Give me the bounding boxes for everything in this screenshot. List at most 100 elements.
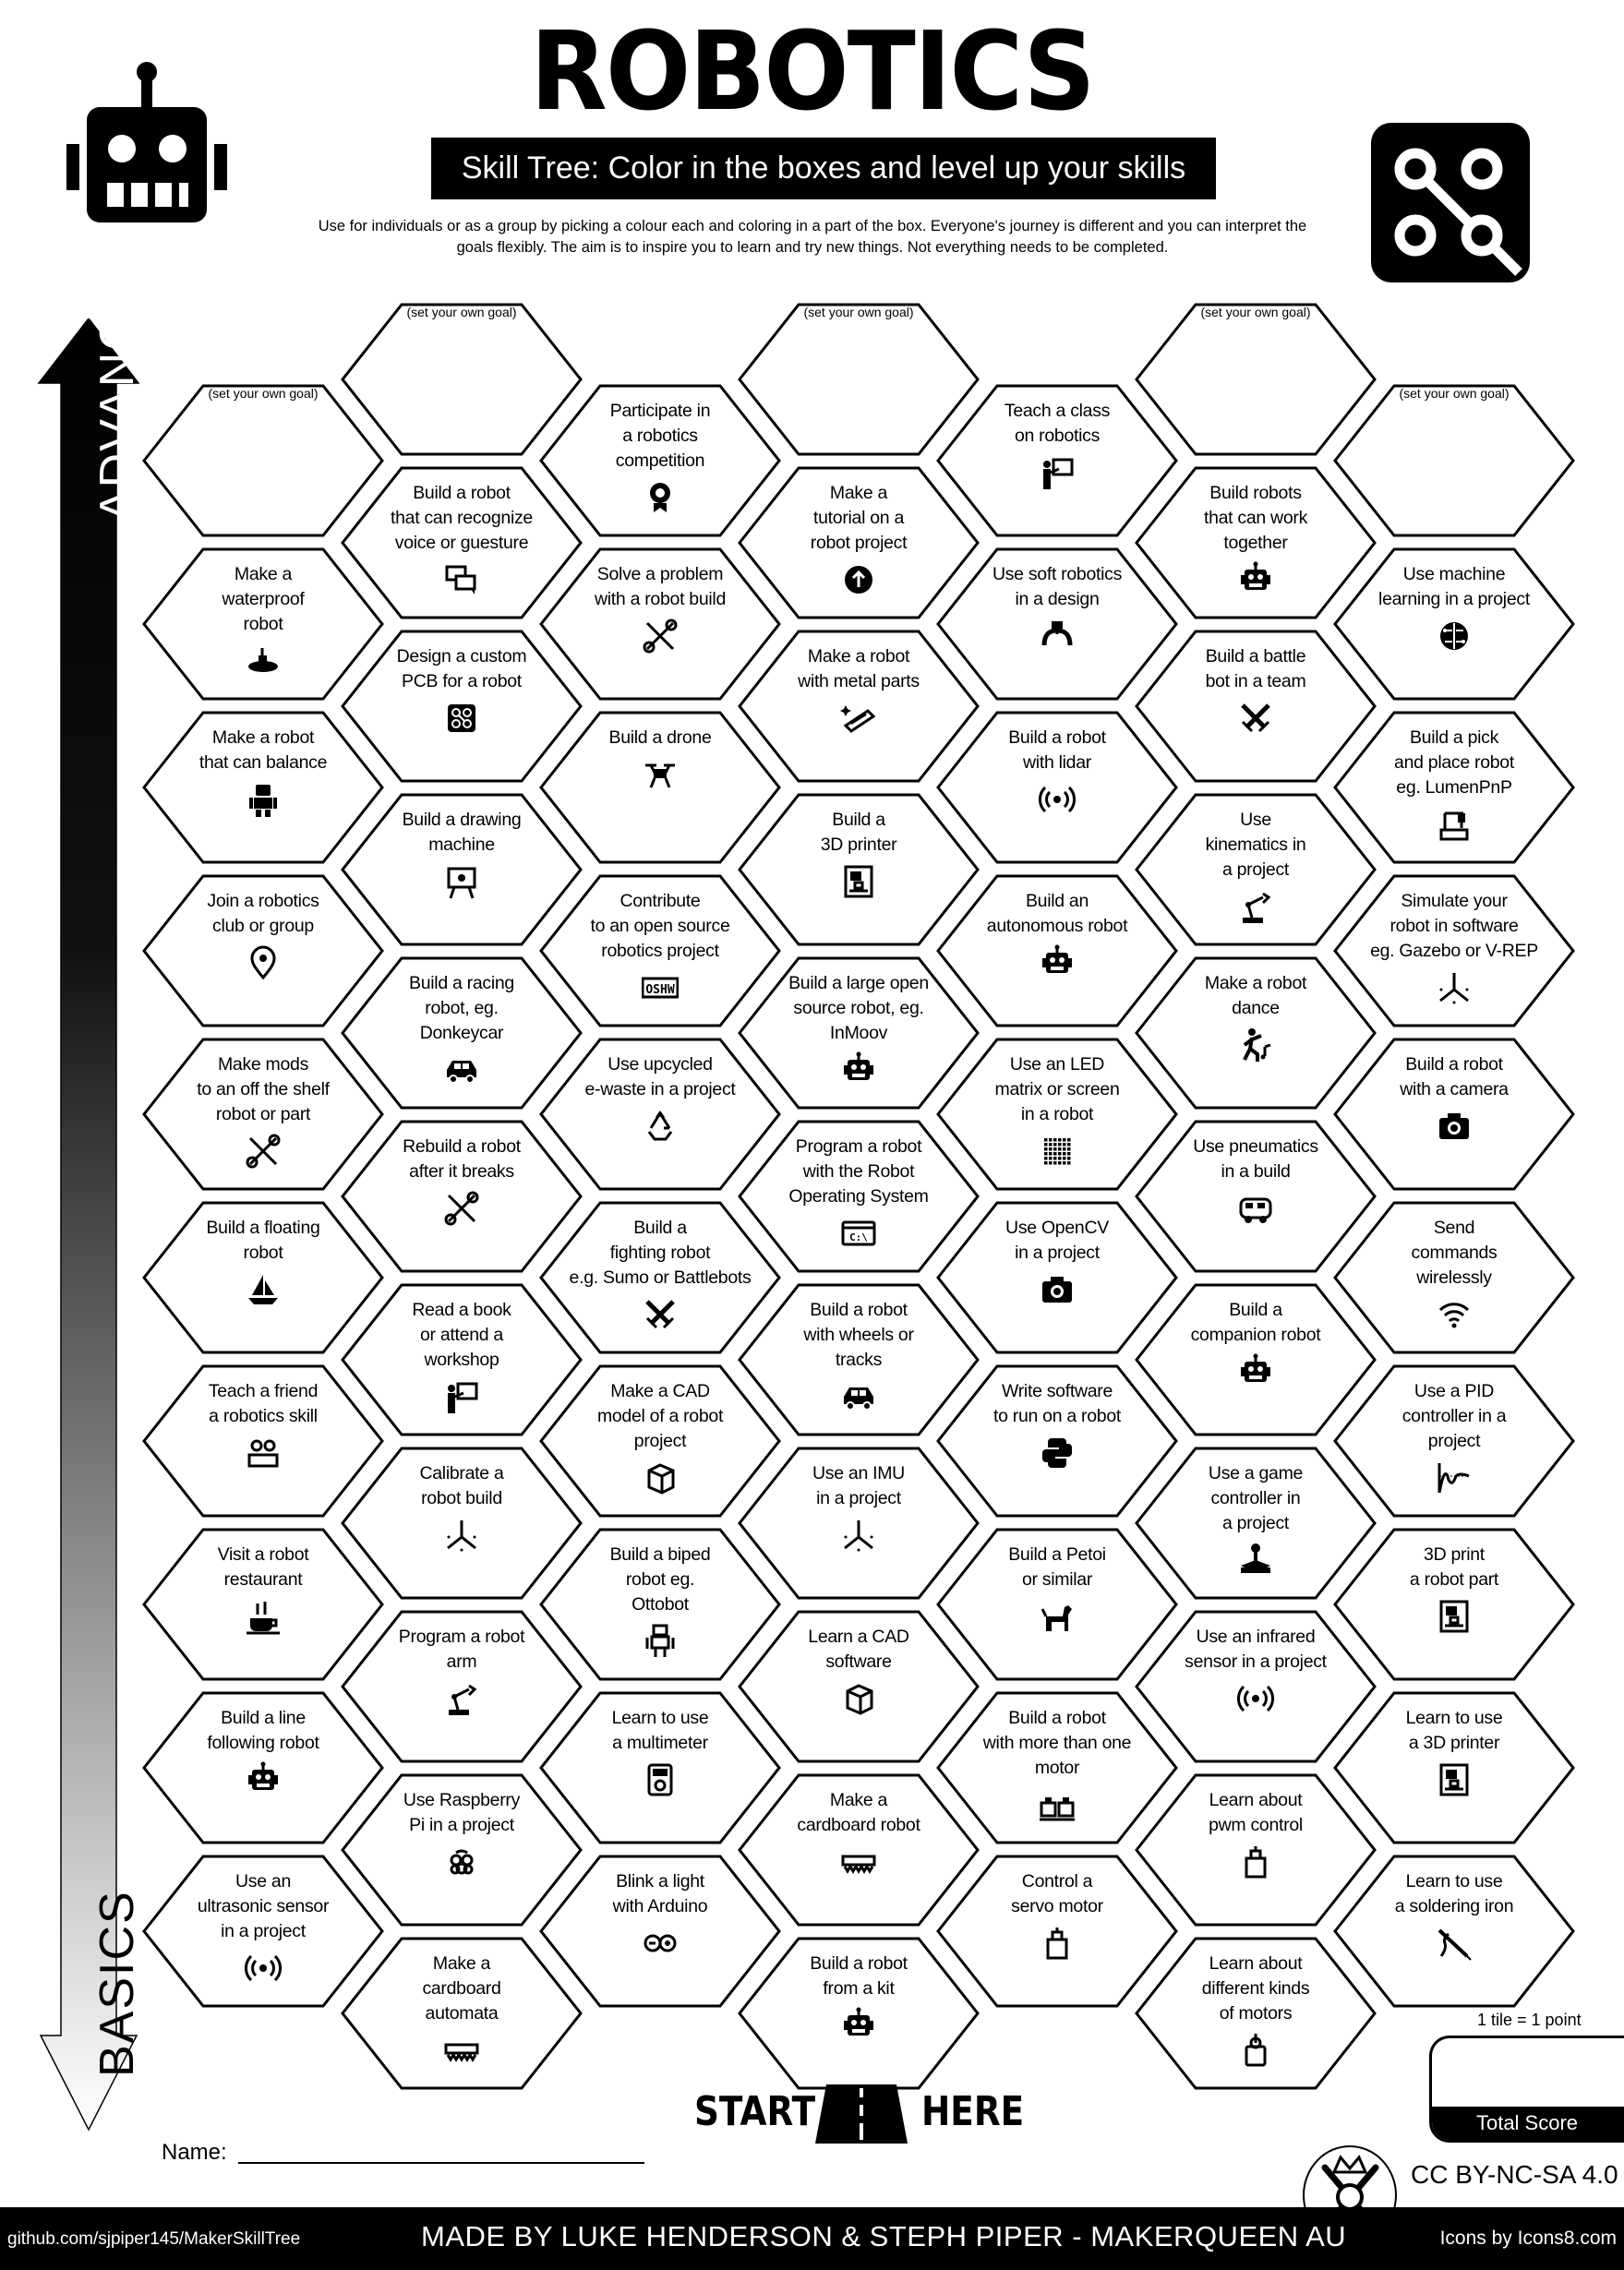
- skill-tile[interactable]: Send commands wirelessly: [1333, 1201, 1575, 1354]
- skill-tile[interactable]: Build a companion robot: [1135, 1283, 1377, 1436]
- recycle-icon: [647, 1111, 673, 1141]
- custom-goal-tile[interactable]: (set your own goal): [142, 384, 384, 537]
- skill-tile[interactable]: Make a tutorial on a robot project: [738, 466, 980, 619]
- skill-tile[interactable]: Build a robot that can recognize voice o…: [341, 466, 583, 619]
- skill-tile[interactable]: Rebuild a robot after it breaks: [341, 1120, 583, 1273]
- skill-tile[interactable]: Use upcycled e-waste in a project: [539, 1038, 781, 1191]
- skill-tile[interactable]: Build a drone: [539, 711, 781, 864]
- tile-content: Build a Petoi or similar: [955, 1543, 1160, 1635]
- tile-content: Build a drone: [558, 726, 763, 793]
- skill-tile[interactable]: Make a robot that can balance: [142, 711, 384, 864]
- skill-tile[interactable]: Build an autonomous robot: [936, 874, 1178, 1027]
- skill-tile[interactable]: Learn about pwm control: [1135, 1773, 1377, 1927]
- skill-label: Build a robot with a camera: [1400, 1054, 1509, 1099]
- skill-label: Build a fighting robot e.g. Sumo or Batt…: [569, 1218, 752, 1288]
- tile-content: Visit a robot restaurant: [161, 1543, 366, 1635]
- custom-goal-tile[interactable]: (set your own goal): [738, 303, 980, 456]
- skill-tile[interactable]: Learn to use a 3D printer: [1333, 1691, 1575, 1844]
- skill-tile[interactable]: Use pneumatics in a build: [1135, 1120, 1377, 1273]
- skill-tile[interactable]: Build robots that can work together: [1135, 466, 1377, 619]
- cube-icon: [846, 1684, 873, 1715]
- custom-goal-tile[interactable]: (set your own goal): [1135, 303, 1377, 456]
- hexagon-outline: [142, 874, 384, 1027]
- icons-credit[interactable]: Icons by Icons8.com: [1439, 2228, 1617, 2249]
- hexagon-outline: [738, 630, 980, 783]
- skill-tile[interactable]: Make a waterproof robot: [142, 547, 384, 701]
- skill-tile[interactable]: Build a fighting robot e.g. Sumo or Batt…: [539, 1201, 781, 1354]
- skill-tile[interactable]: Program a robot arm: [341, 1610, 583, 1763]
- skill-tile[interactable]: Build a pick and place robot eg. LumenPn…: [1333, 711, 1575, 864]
- skill-tile[interactable]: Blink a light with Arduino: [539, 1855, 781, 2008]
- skill-tile[interactable]: Use an infrared sensor in a project: [1135, 1610, 1377, 1763]
- cube-icon: [647, 1463, 675, 1495]
- skill-tile[interactable]: Join a robotics club or group: [142, 874, 384, 1027]
- skill-tile[interactable]: Use OpenCV in a project: [936, 1201, 1178, 1354]
- skill-tile[interactable]: Build a robot with more than one motor: [936, 1691, 1178, 1844]
- skill-tile[interactable]: 3D print a robot part: [1333, 1528, 1575, 1681]
- skill-tile[interactable]: Build a floating robot: [142, 1201, 384, 1354]
- skill-label: Build a 3D printer: [820, 810, 897, 855]
- tile-content: Teach a class on robotics: [955, 399, 1160, 491]
- skill-tile[interactable]: Build a large open source robot, eg. InM…: [738, 956, 980, 1110]
- skill-tile[interactable]: Use a game controller in a project: [1135, 1447, 1377, 1600]
- skill-tile[interactable]: Teach a friend a robotics skill: [142, 1364, 384, 1518]
- skill-tile[interactable]: Write software to run on a robot: [936, 1364, 1178, 1518]
- skill-tile[interactable]: Build a robot with lidar: [936, 711, 1178, 864]
- skill-tile[interactable]: Make a CAD model of a robot project: [539, 1364, 781, 1518]
- skill-tile[interactable]: Build a battle bot in a team: [1135, 630, 1377, 783]
- skill-tile[interactable]: Make a cardboard robot: [738, 1773, 980, 1927]
- skill-tile[interactable]: Simulate your robot in software eg. Gaze…: [1333, 874, 1575, 1027]
- skill-tile[interactable]: Program a robot with the Robot Operating…: [738, 1120, 980, 1273]
- skill-tile[interactable]: Use an ultrasonic sensor in a project: [142, 1855, 384, 2008]
- skill-tile[interactable]: Build a drawing machine: [341, 793, 583, 946]
- skill-tile[interactable]: Use machine learning in a project: [1333, 547, 1575, 701]
- skill-tile[interactable]: Make a robot dance: [1135, 956, 1377, 1110]
- robot-body-icon: [249, 785, 277, 817]
- skill-tile[interactable]: Learn to use a soldering iron: [1333, 1855, 1575, 2008]
- github-link[interactable]: github.com/sjpiper145/MakerSkillTree: [7, 2229, 301, 2249]
- tile-content: Make a cardboard robot: [756, 1788, 961, 1880]
- skill-tile[interactable]: Design a custom PCB for a robot: [341, 630, 583, 783]
- skill-tile[interactable]: Build a biped robot eg. Ottobot: [539, 1528, 781, 1681]
- custom-goal-tile[interactable]: (set your own goal): [1333, 384, 1575, 537]
- skill-tile[interactable]: Calibrate a robot build: [341, 1447, 583, 1600]
- total-score-box[interactable]: Total Score: [1429, 2036, 1624, 2143]
- sensor-icon: [245, 1954, 282, 1982]
- skill-tile[interactable]: Make a robot with metal parts: [738, 630, 980, 783]
- skill-tile[interactable]: Build a line following robot: [142, 1691, 384, 1844]
- skill-tile[interactable]: Make a cardboard automata: [341, 1937, 583, 2090]
- custom-goal-tile[interactable]: (set your own goal): [341, 303, 583, 456]
- soldering-icon: [1438, 1928, 1472, 1961]
- skill-tile[interactable]: Use a PID controller in a project: [1333, 1364, 1575, 1518]
- skill-tile[interactable]: Use an LED matrix or screen in a robot: [936, 1038, 1178, 1191]
- skill-tile[interactable]: Visit a robot restaurant: [142, 1528, 384, 1681]
- skill-tile[interactable]: Use soft robotics in a design: [936, 547, 1178, 701]
- skill-tile[interactable]: Build a robot from a kit: [738, 1937, 980, 2090]
- hexagon-outline: [341, 1120, 583, 1273]
- skill-tile[interactable]: Read a book or attend a workshop: [341, 1283, 583, 1436]
- skill-tile[interactable]: Learn a CAD software: [738, 1610, 980, 1763]
- skill-tile[interactable]: Control a servo motor: [936, 1855, 1178, 2008]
- skill-label: Visit a robot restaurant: [217, 1544, 309, 1590]
- skill-tile[interactable]: Build a racing robot, eg. Donkeycar: [341, 956, 583, 1110]
- robot-icon: [1241, 561, 1270, 590]
- skill-tile[interactable]: Use an IMU in a project: [738, 1447, 980, 1600]
- name-label: Name:: [162, 2140, 227, 2165]
- skill-tile[interactable]: Make mods to an off the shelf robot or p…: [142, 1038, 384, 1191]
- skill-tile[interactable]: Teach a class on robotics: [936, 384, 1178, 537]
- skill-tile[interactable]: Learn to use a multimeter: [539, 1691, 781, 1844]
- skill-tile[interactable]: Build a robot with a camera: [1333, 1038, 1575, 1191]
- skill-tile[interactable]: Participate in a robotics competition: [539, 384, 781, 537]
- tile-content: Build a line following robot: [161, 1706, 366, 1798]
- name-field[interactable]: [238, 2162, 644, 2164]
- skill-tile[interactable]: Solve a problem with a robot build: [539, 547, 781, 701]
- skill-tile[interactable]: Build a 3D printer: [738, 793, 980, 946]
- robot-icon: [1042, 944, 1072, 973]
- skill-tile[interactable]: Build a Petoi or similar: [936, 1528, 1178, 1681]
- skill-tile[interactable]: Use Raspberry Pi in a project: [341, 1773, 583, 1927]
- skill-tile[interactable]: Learn about different kinds of motors: [1135, 1937, 1377, 2090]
- skill-tile[interactable]: Contribute to an open source robotics pr…: [539, 874, 781, 1027]
- skill-tile[interactable]: Use kinematics in a project: [1135, 793, 1377, 946]
- skill-tile[interactable]: Build a robot with wheels or tracks: [738, 1283, 980, 1436]
- car-icon: [844, 1387, 873, 1411]
